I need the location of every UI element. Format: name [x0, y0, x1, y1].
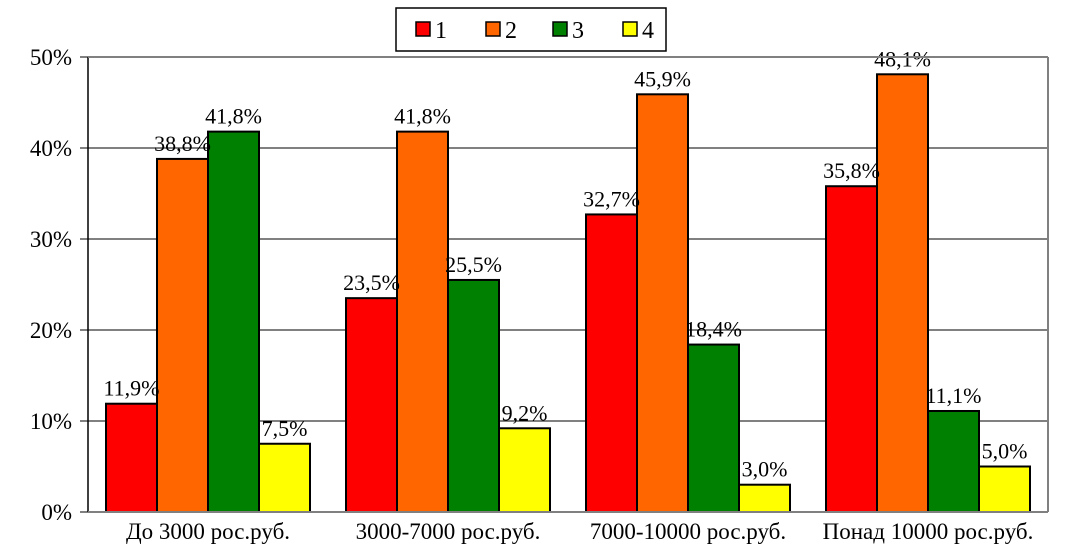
data-label: 38,8% [154, 131, 211, 156]
bar-series-1 [585, 213, 638, 513]
y-tick-label: 10% [30, 409, 72, 434]
bar-series-1 [825, 185, 878, 513]
data-label: 18,4% [685, 317, 742, 342]
legend-swatch-2 [485, 21, 501, 37]
bar-series-4 [258, 442, 311, 513]
legend-label: 3 [572, 18, 584, 44]
data-label: 7,5% [262, 416, 308, 441]
data-label: 5,0% [982, 439, 1028, 464]
bar-series-2 [156, 157, 209, 513]
data-label: 48,1% [874, 46, 931, 71]
data-label: 23,5% [343, 270, 400, 295]
legend-swatch-3 [552, 21, 568, 37]
y-axis-ticks: 0% 10% 20% 30% 40% 50% [30, 45, 88, 525]
data-label: 11,9% [103, 376, 159, 401]
legend-label: 2 [505, 18, 517, 44]
data-label: 11,1% [925, 383, 981, 408]
data-label: 41,8% [205, 104, 262, 129]
y-tick-label: 20% [30, 318, 72, 343]
y-tick-label: 50% [30, 45, 72, 70]
legend: 1 2 3 4 [395, 7, 667, 52]
legend-swatch-4 [622, 21, 638, 37]
data-label: 25,5% [445, 252, 502, 277]
data-label: 9,2% [502, 400, 548, 425]
bars [105, 73, 1031, 514]
data-label: 35,8% [823, 158, 880, 183]
bar-series-2 [636, 93, 689, 513]
y-tick-label: 0% [41, 500, 72, 525]
legend-box [395, 7, 667, 52]
bar-series-4 [738, 483, 791, 514]
data-label: 3,0% [742, 457, 788, 482]
bar-series-4 [498, 427, 551, 513]
data-label: 45,9% [634, 66, 691, 91]
y-tick-label: 30% [30, 227, 72, 252]
legend-label: 1 [435, 18, 447, 44]
data-labels: 11,9%38,8%41,8%7,5%23,5%41,8%25,5%9,2%32… [103, 46, 1027, 481]
bar-series-1 [345, 297, 398, 513]
bar-series-1 [105, 402, 158, 513]
bar-series-2 [396, 130, 449, 513]
bar-series-2 [876, 73, 929, 513]
data-label: 41,8% [394, 104, 451, 129]
x-axis-labels: До 3000 рос.руб. 3000-7000 рос.руб. 7000-1… [126, 519, 1033, 544]
x-category-label: 3000-7000 рос.руб. [356, 519, 541, 544]
bar-series-3 [207, 130, 260, 513]
bar-series-3 [447, 278, 500, 514]
x-category-label: 7000-10000 рос.руб. [590, 519, 786, 544]
data-label: 32,7% [583, 186, 640, 211]
axes [87, 56, 1049, 513]
legend-swatch-1 [415, 21, 431, 37]
legend-label: 4 [642, 18, 654, 44]
bar-series-3 [687, 343, 740, 513]
bar-series-4 [978, 465, 1031, 513]
y-tick-label: 40% [30, 136, 72, 161]
x-category-label: Понад 10000 рос.руб. [823, 519, 1034, 544]
x-category-label: До 3000 рос.руб. [126, 519, 290, 544]
bar-series-3 [927, 409, 980, 513]
